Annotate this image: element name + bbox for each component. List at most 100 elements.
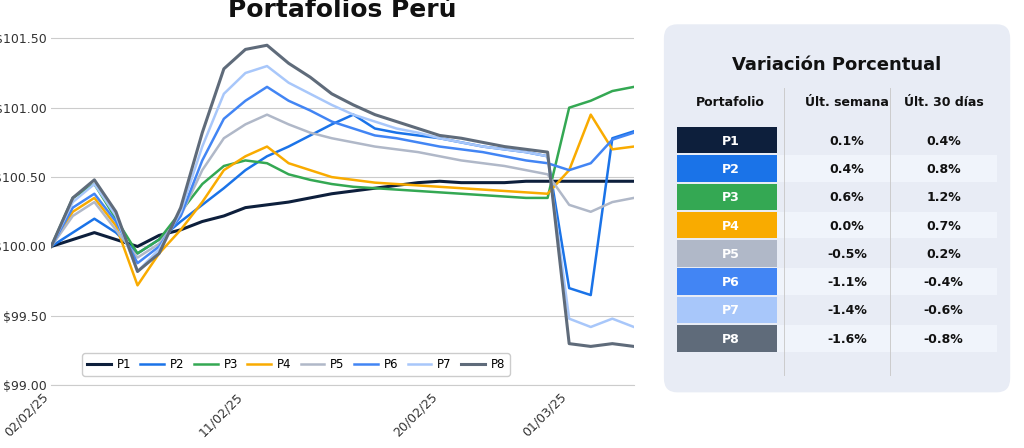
P5 [369,144,381,149]
FancyBboxPatch shape [677,155,777,182]
P5 [606,199,618,205]
P8 [542,150,554,155]
P3 [153,237,165,242]
P2 [240,168,252,173]
P3 [585,98,597,103]
P5 [240,122,252,127]
Text: -0.6%: -0.6% [924,305,964,318]
Line: P5: P5 [51,115,634,258]
Line: P4: P4 [51,115,634,285]
P6 [606,137,618,142]
P4 [390,181,402,187]
P5 [88,199,100,205]
P5 [477,160,489,166]
Text: 0.4%: 0.4% [927,134,961,147]
P5 [585,209,597,215]
P4 [174,227,186,233]
P8 [390,119,402,124]
P7 [67,199,79,205]
FancyBboxPatch shape [677,268,996,295]
P2 [499,146,511,152]
Text: 0.6%: 0.6% [829,191,864,204]
Text: 1.2%: 1.2% [927,191,961,204]
P2 [304,133,316,138]
P2 [326,122,338,127]
P8 [455,136,467,141]
P5 [412,150,424,155]
Line: P7: P7 [51,66,634,327]
P1 [499,180,511,185]
FancyBboxPatch shape [677,155,996,182]
Text: -1.4%: -1.4% [827,305,867,318]
P8 [261,43,273,48]
P4 [67,209,79,215]
P4 [240,154,252,159]
P8 [326,91,338,96]
P7 [240,70,252,76]
P3 [477,193,489,198]
P2 [153,237,165,242]
P5 [628,195,640,201]
P5 [110,227,122,233]
P7 [153,246,165,252]
P5 [563,202,575,207]
FancyBboxPatch shape [677,127,996,154]
P4 [326,174,338,180]
P8 [563,341,575,346]
FancyBboxPatch shape [664,24,1011,392]
P1 [369,185,381,191]
P4 [412,183,424,188]
P4 [197,199,209,205]
P2 [347,112,359,117]
P5 [520,168,532,173]
P6 [390,136,402,141]
P4 [520,190,532,195]
P6 [628,130,640,135]
P7 [520,150,532,155]
Line: P3: P3 [51,87,634,254]
P3 [197,181,209,187]
P1 [347,188,359,194]
P3 [520,195,532,201]
Line: P6: P6 [51,87,634,263]
Text: 0.1%: 0.1% [829,134,864,147]
P6 [304,108,316,113]
P1 [563,179,575,184]
Text: P2: P2 [722,163,739,176]
P8 [412,126,424,131]
P5 [542,172,554,177]
P1 [606,179,618,184]
Text: P5: P5 [722,248,739,261]
FancyBboxPatch shape [677,297,996,323]
P7 [412,130,424,135]
P4 [455,185,467,191]
P6 [563,168,575,173]
P8 [240,47,252,52]
P8 [197,130,209,135]
P7 [131,269,143,274]
P2 [131,251,143,256]
Text: 0.4%: 0.4% [829,163,864,176]
P3 [390,187,402,192]
P3 [131,251,143,256]
P8 [110,209,122,215]
P7 [606,316,618,321]
P1 [477,180,489,185]
Text: -0.5%: -0.5% [827,248,867,261]
P8 [585,344,597,349]
P1 [304,195,316,201]
P4 [261,144,273,149]
P3 [542,195,554,201]
P2 [390,130,402,135]
P6 [433,144,445,149]
P7 [283,80,295,86]
P4 [218,168,230,173]
P8 [88,177,100,182]
P7 [218,91,230,96]
P7 [455,140,467,145]
P5 [45,244,57,249]
P4 [433,184,445,190]
P7 [261,63,273,69]
P1 [153,233,165,238]
FancyBboxPatch shape [677,240,996,267]
